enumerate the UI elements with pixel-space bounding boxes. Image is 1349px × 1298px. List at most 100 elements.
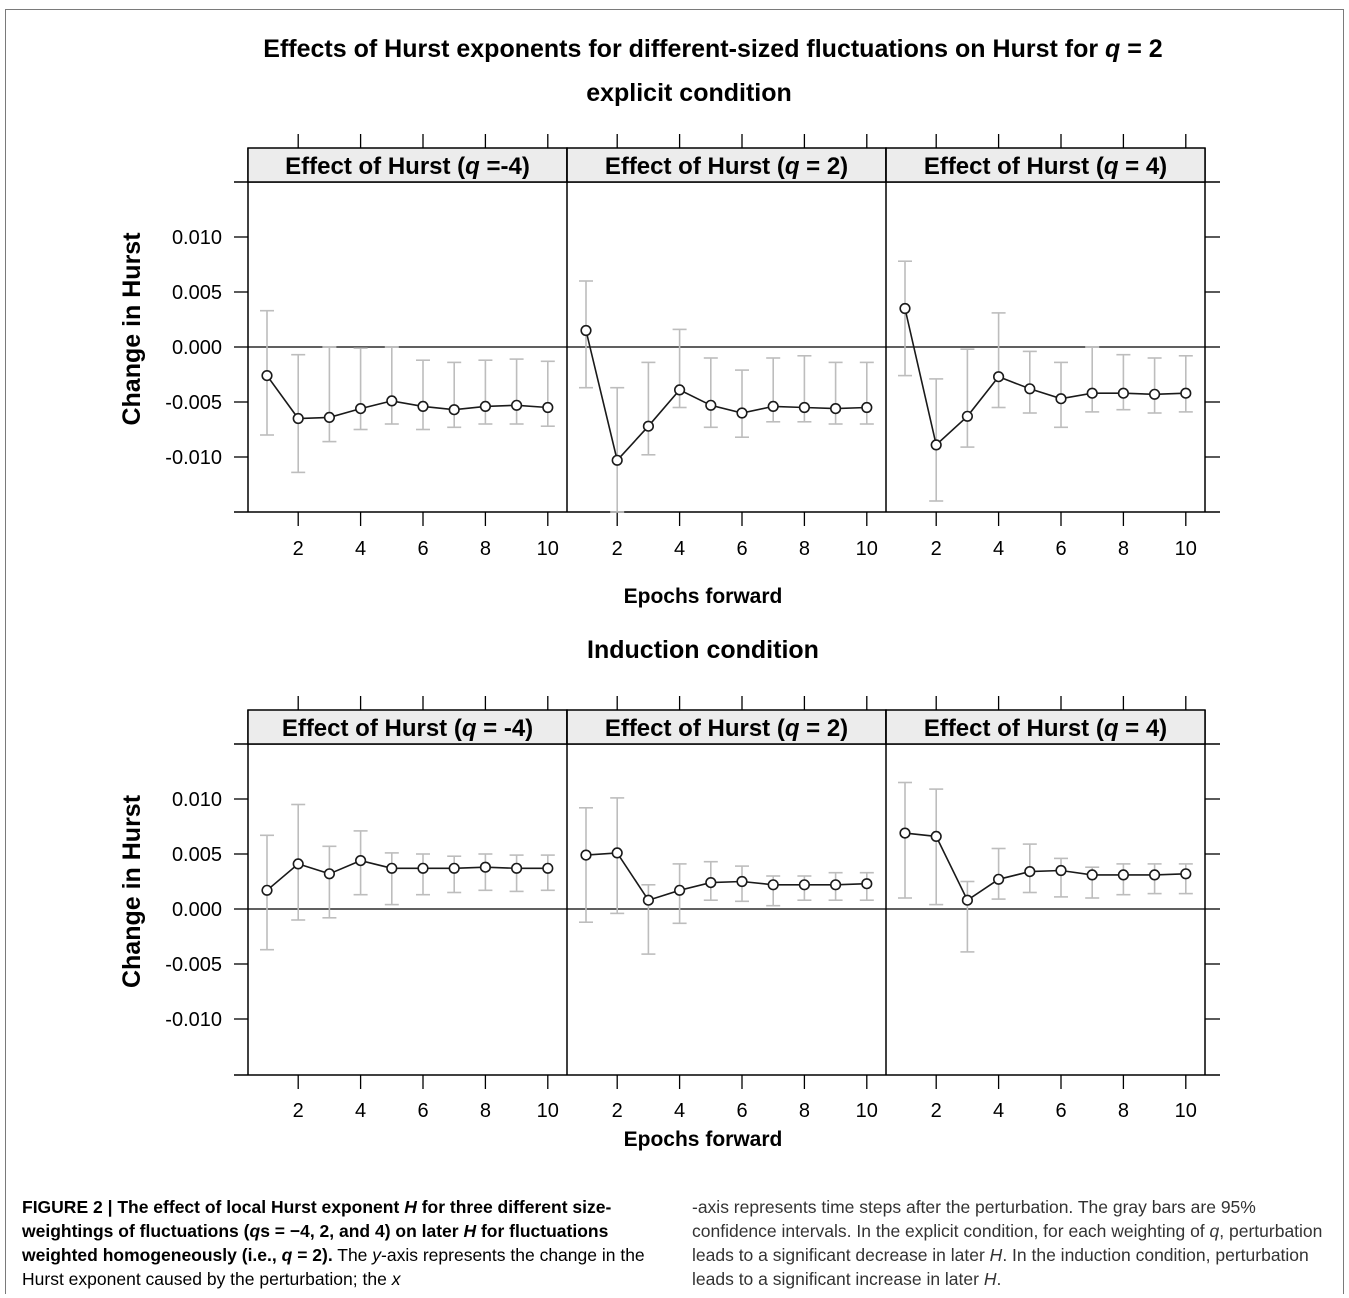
data-point (448, 862, 460, 874)
figure-title-line-1: Effects of Hurst exponents for different… (263, 35, 1162, 63)
data-point (1180, 387, 1192, 399)
data-point (292, 858, 304, 870)
panel-2: Effect of Hurst (q = 2) 2 4 6 8 10 (566, 134, 887, 560)
y-tick-label: -0.010 (165, 1009, 222, 1031)
data-point (292, 412, 304, 425)
caption-text: -axis represents time steps after the pe… (692, 1197, 1256, 1241)
data-point (961, 894, 974, 906)
y-tick-label: -0.005 (165, 954, 222, 976)
data-point (479, 861, 492, 873)
caption-text: . (996, 1269, 1002, 1289)
x-tick-label: 2 (293, 538, 304, 560)
x-tick-label: 8 (1118, 1100, 1129, 1122)
data-point (899, 302, 911, 315)
data-point (417, 400, 429, 413)
data-point (386, 395, 398, 407)
x-tick-label: 4 (674, 538, 685, 560)
data-point (611, 847, 623, 859)
caption-bold-text: s = −4, 2, and 4) on later (260, 1221, 464, 1241)
data-point (261, 884, 273, 896)
data-point (673, 884, 686, 896)
x-tick-label: 10 (1175, 1100, 1197, 1122)
data-point (355, 403, 367, 415)
data-point (736, 875, 748, 888)
data-point (767, 879, 779, 891)
panel-3: Effect of Hurst (q = 4) 2 4 6 8 10 (885, 134, 1206, 560)
data-point (510, 399, 523, 411)
x-tick-label: 10 (537, 538, 559, 560)
x-tick-label: 8 (799, 1100, 810, 1122)
x-tick-label: 6 (417, 1100, 428, 1122)
y-axis-label: Change in Hurst (118, 794, 146, 988)
caption-bold-text: q (281, 1245, 293, 1265)
x-tick-label: 2 (931, 538, 942, 560)
x-tick-label: 4 (993, 538, 1004, 560)
chart-induction: 0.010 0.005 0.000 -0.005 -0.010 Change in Hur… (118, 696, 1220, 1151)
data-point (642, 420, 655, 432)
x-tick-label: 8 (799, 538, 810, 560)
data-point (798, 879, 811, 891)
data-point (510, 862, 523, 874)
panel-strip (566, 147, 887, 183)
x-tick-label: 8 (480, 1100, 491, 1122)
x-tick-label: 6 (1055, 538, 1066, 560)
figure-caption-right: -axis represents time steps after the pe… (692, 1195, 1332, 1291)
caption-bold-text: q (249, 1221, 261, 1241)
y-tick-label: 0.000 (172, 899, 222, 921)
x-tick-label: 4 (355, 538, 366, 560)
data-point (899, 827, 911, 839)
data-point (930, 439, 942, 451)
figure-chart: Effects of Hurst exponents for different… (118, 35, 1220, 1151)
panel-3: Effect of Hurst (q = 4) 2 4 6 8 10 (885, 696, 1206, 1122)
caption-text: , perturbation leads to a significant de… (692, 1221, 1323, 1265)
caption-bold-text: H (463, 1221, 477, 1241)
caption-text: H (989, 1245, 1003, 1265)
caption-bold-text: for fluctuations weighted homogeneously … (22, 1221, 609, 1265)
x-tick-label: 8 (480, 538, 491, 560)
data-point (1086, 387, 1098, 399)
y-tick-label: -0.005 (165, 392, 222, 414)
y-axis-label: Change in Hurst (118, 232, 146, 426)
data-point (1117, 387, 1129, 399)
data-point (705, 399, 717, 411)
data-point (1024, 865, 1036, 878)
data-point (798, 401, 811, 414)
data-point (355, 854, 367, 867)
panel-strip-label: Effect of Hurst (q = 4) (924, 153, 1167, 180)
x-tick-label: 6 (736, 1100, 747, 1122)
data-point (1117, 869, 1129, 881)
data-point (736, 407, 748, 419)
caption-bold-text: = 2). (292, 1245, 333, 1265)
data-point (992, 873, 1005, 885)
data-point (386, 862, 398, 874)
data-point (673, 384, 686, 396)
data-point (861, 401, 873, 414)
data-point (580, 324, 592, 337)
data-point (767, 400, 779, 413)
data-point (930, 830, 942, 843)
series-line (266, 375, 548, 420)
x-tick-label: 6 (1055, 1100, 1066, 1122)
data-point (861, 878, 873, 890)
x-tick-label: 4 (674, 1100, 685, 1122)
data-point (323, 411, 336, 424)
data-point (1055, 393, 1067, 405)
panel-1: Effect of Hurst (q =-4) 2 4 6 8 10 (247, 134, 568, 560)
figure-caption-left: FIGURE 2 | The effect of local Hurst exp… (22, 1195, 662, 1291)
panel-strip-label: Effect of Hurst (q = 2) (605, 153, 848, 180)
data-point (542, 862, 554, 874)
data-point (642, 894, 655, 906)
panel-strip (247, 147, 568, 183)
data-point (1148, 388, 1161, 400)
data-point (961, 410, 974, 422)
data-point (829, 879, 842, 891)
panel-strip-label: Effect of Hurst (q = -4) (282, 715, 533, 742)
x-tick-label: 10 (537, 1100, 559, 1122)
x-tick-label: 4 (355, 1100, 366, 1122)
series-line (585, 330, 867, 462)
series-line (266, 859, 548, 891)
data-point (580, 849, 592, 861)
data-point (1024, 383, 1036, 395)
y-tick-label: -0.010 (165, 447, 222, 469)
data-point (1180, 868, 1192, 880)
